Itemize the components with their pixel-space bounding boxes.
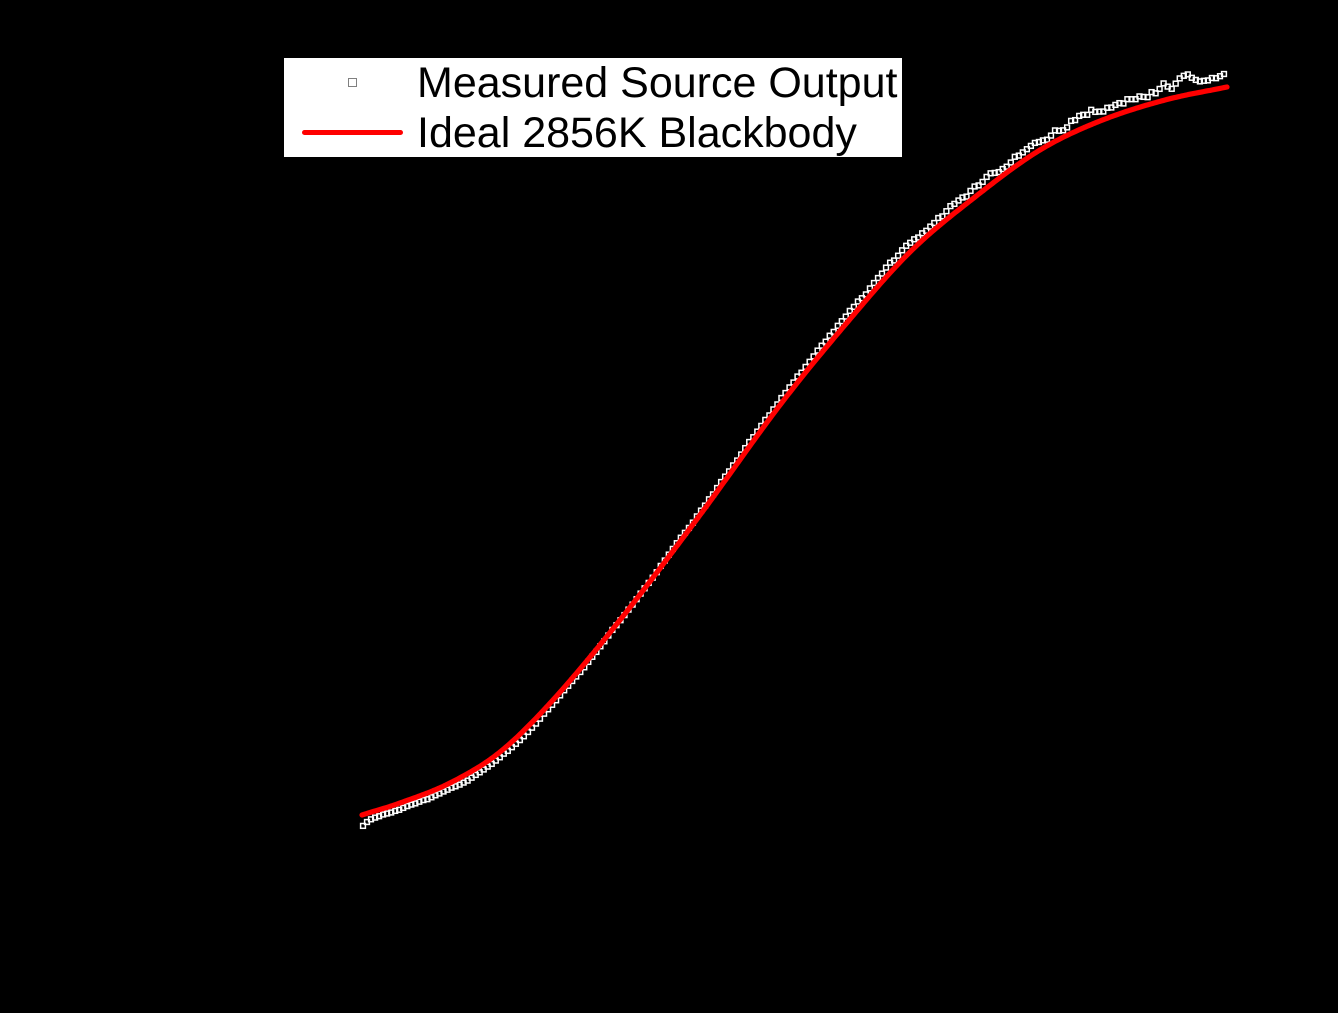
measured-point — [858, 295, 866, 302]
measured-point — [1100, 108, 1107, 115]
measured-point — [991, 169, 998, 177]
measured-point — [882, 264, 890, 271]
ideal-blackbody-line — [359, 84, 1230, 818]
measured-point — [959, 194, 966, 201]
measured-point — [359, 822, 367, 830]
legend-label-measured: Measured Source Output — [417, 58, 898, 107]
measured-point — [448, 784, 455, 791]
legend-label-ideal: Ideal 2856K Blackbody — [417, 108, 857, 157]
measured-point — [967, 187, 974, 195]
measured-point — [1128, 96, 1135, 103]
measured-point — [939, 213, 946, 220]
measured-point — [1015, 152, 1022, 159]
measured-point — [1196, 78, 1204, 85]
measured-point — [850, 303, 858, 311]
measured-point — [842, 313, 849, 320]
measured-point — [1051, 127, 1059, 134]
measured-point — [1031, 139, 1039, 147]
legend-item-ideal: Ideal 2856K Blackbody — [284, 108, 902, 158]
measured-point — [1007, 159, 1014, 166]
measured-point — [1104, 104, 1111, 111]
measured-point — [838, 318, 845, 325]
measured-point — [1172, 80, 1179, 87]
measured-point — [1035, 138, 1043, 146]
measured-point — [951, 200, 958, 208]
measured-point — [1200, 77, 1208, 84]
measured-point — [1076, 112, 1083, 120]
measured-point — [874, 274, 882, 282]
legend: Measured Source Output Ideal 2856K Black… — [282, 56, 904, 159]
measured-point — [983, 173, 990, 181]
measured-point — [1136, 93, 1143, 100]
measured-point — [1184, 71, 1191, 78]
measured-point — [1084, 111, 1091, 118]
measured-point — [1148, 88, 1155, 96]
measured-point — [915, 234, 922, 241]
measured-point — [1023, 146, 1031, 153]
measured-point — [1220, 70, 1228, 78]
measured-point — [1063, 124, 1071, 131]
measured-point — [890, 257, 898, 264]
measured-point — [1080, 111, 1087, 118]
measured-point — [878, 270, 886, 277]
legend-marker-zone — [284, 78, 415, 87]
measured-point — [1011, 153, 1018, 160]
measured-point — [1043, 136, 1051, 143]
measured-point — [1168, 85, 1175, 92]
measured-point — [420, 796, 427, 804]
measured-point — [379, 811, 387, 818]
measured-square-marker-icon — [348, 78, 357, 87]
measured-point — [1120, 100, 1127, 107]
measured-point — [1047, 132, 1055, 139]
measured-point — [371, 814, 379, 821]
measured-point — [1152, 90, 1159, 97]
measured-point — [814, 347, 821, 354]
measured-point — [1180, 72, 1187, 79]
measured-point — [1092, 108, 1099, 116]
measured-point — [404, 802, 411, 810]
measured-point — [826, 332, 833, 339]
measured-point — [1096, 108, 1103, 115]
measured-point — [1144, 94, 1151, 101]
measured-point — [1003, 163, 1010, 170]
legend-marker-zone — [284, 130, 415, 135]
measured-scatter-series — [359, 70, 1228, 830]
measured-point — [818, 342, 825, 349]
measured-point — [846, 307, 853, 315]
ideal-line-marker-icon — [302, 130, 403, 135]
measured-point — [408, 801, 415, 808]
measured-point — [834, 322, 841, 329]
measured-point — [931, 219, 938, 227]
measured-point — [975, 182, 982, 189]
measured-point — [1071, 116, 1079, 124]
measured-point — [1156, 85, 1163, 93]
measured-point — [866, 285, 874, 292]
measured-point — [907, 239, 914, 246]
measured-point — [1116, 99, 1123, 107]
measured-point — [392, 807, 399, 815]
measured-point — [971, 183, 978, 190]
measured-point — [388, 809, 395, 816]
measured-point — [927, 223, 934, 230]
legend-item-measured: Measured Source Output — [284, 58, 902, 108]
measured-point — [1019, 149, 1026, 156]
measured-point — [979, 178, 986, 186]
measured-point — [854, 298, 862, 305]
measured-point — [1067, 117, 1075, 125]
measured-point — [963, 193, 970, 200]
measured-point — [894, 252, 902, 259]
measured-point — [943, 208, 950, 215]
measured-point — [898, 247, 906, 254]
measured-point — [1160, 80, 1167, 87]
measured-point — [870, 279, 878, 287]
measured-point — [923, 227, 930, 234]
